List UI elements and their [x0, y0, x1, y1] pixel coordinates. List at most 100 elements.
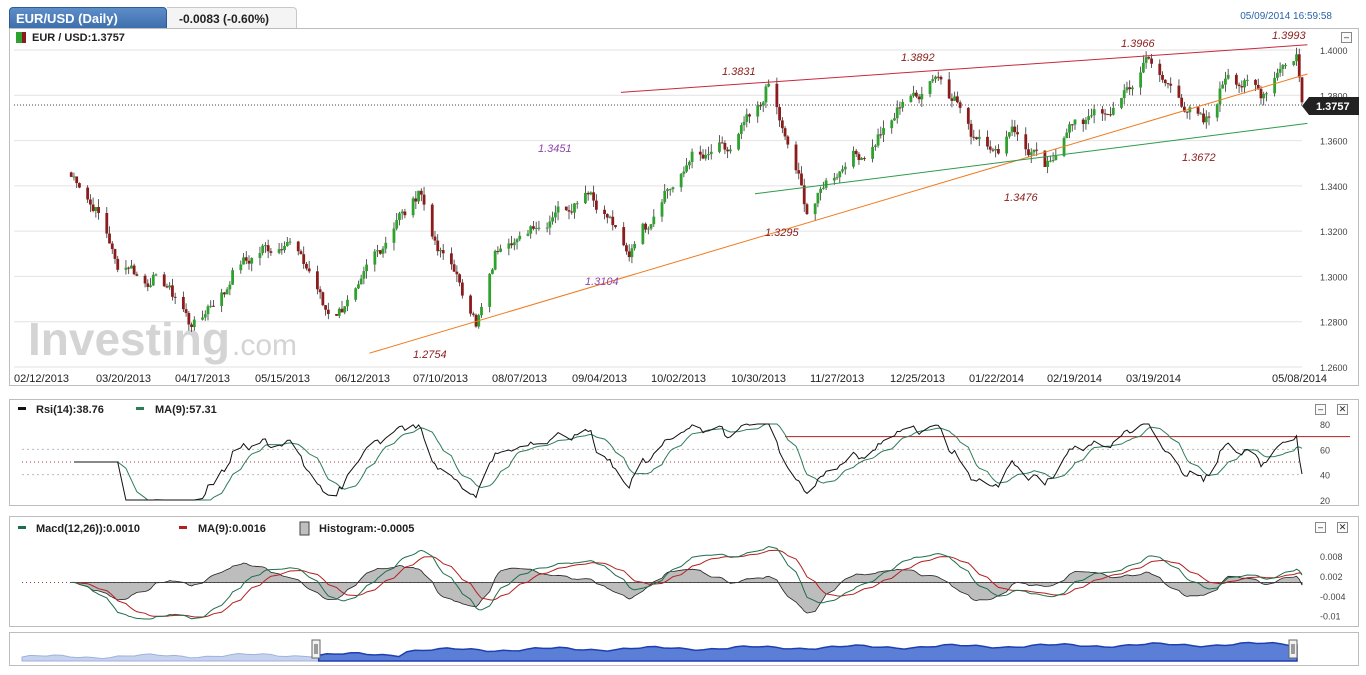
- candle: [1081, 117, 1085, 132]
- candle: [190, 322, 193, 332]
- x-tick-label: 02/12/2013: [14, 373, 69, 385]
- candle: [778, 103, 782, 127]
- candle: [1068, 121, 1071, 139]
- candle: [518, 231, 522, 242]
- candle: [622, 222, 626, 247]
- x-tick-label: 04/17/2013: [175, 373, 230, 385]
- candle: [575, 200, 579, 209]
- close-button[interactable]: ✕: [1337, 522, 1348, 533]
- candle: [1177, 79, 1181, 99]
- candle: [603, 205, 606, 220]
- navigator-history-area: [21, 652, 320, 662]
- candle: [679, 172, 683, 192]
- candle: [411, 196, 415, 218]
- price-annotation: 1.3831: [722, 66, 756, 78]
- macd-tick-label: 0.002: [1320, 572, 1343, 582]
- macd-legend-swatch: [18, 526, 26, 529]
- macd-ma-line: [71, 549, 1303, 618]
- price-annotation: 1.3892: [901, 52, 935, 64]
- candle: [1141, 55, 1145, 74]
- candle: [124, 260, 128, 275]
- candle: [1163, 79, 1167, 87]
- candle: [403, 208, 407, 219]
- candle: [1265, 91, 1268, 102]
- candle: [209, 300, 213, 308]
- candle: [493, 249, 497, 271]
- candle: [1122, 84, 1126, 105]
- candle: [594, 194, 598, 214]
- candle: [701, 149, 705, 160]
- candle: [162, 271, 166, 288]
- candle: [75, 176, 79, 189]
- candle: [805, 202, 809, 216]
- rsi-ma-line: [74, 423, 1303, 501]
- candle: [220, 288, 224, 313]
- candle: [756, 101, 760, 123]
- macd-tick-label: -0.004: [1320, 592, 1346, 602]
- candle: [1029, 148, 1033, 164]
- x-tick-label: 02/19/2014: [1047, 373, 1102, 385]
- candle: [936, 71, 940, 82]
- candle: [343, 306, 347, 315]
- candle: [972, 129, 976, 141]
- candle: [564, 206, 568, 211]
- candle: [663, 184, 667, 204]
- candle: [116, 255, 120, 273]
- candle: [127, 266, 131, 274]
- candle: [852, 146, 855, 169]
- candle: [532, 221, 535, 231]
- navigator-chart[interactable]: [0, 630, 1366, 670]
- candle: [247, 255, 251, 270]
- candle: [419, 188, 423, 202]
- close-button[interactable]: ✕: [1337, 404, 1348, 415]
- candle: [378, 250, 382, 255]
- minimize-button[interactable]: –: [1315, 522, 1326, 533]
- minimize-button[interactable]: –: [1315, 404, 1326, 415]
- candle: [649, 224, 653, 231]
- x-tick-label: 07/10/2013: [413, 373, 468, 385]
- candle: [739, 122, 743, 140]
- candle: [1070, 124, 1074, 132]
- rsi-tick-label: 20: [1320, 496, 1330, 506]
- candle: [567, 205, 571, 220]
- candle: [1125, 81, 1129, 93]
- candle: [843, 162, 847, 175]
- candle: [288, 237, 292, 246]
- rsi-line: [74, 423, 1303, 501]
- candle: [1295, 47, 1298, 66]
- candle: [269, 247, 273, 256]
- rsi-tick-label: 40: [1320, 471, 1330, 481]
- candle: [474, 313, 478, 328]
- candle: [242, 252, 245, 265]
- candle: [181, 291, 185, 313]
- x-tick-label: 12/25/2013: [890, 373, 945, 385]
- candle: [608, 215, 612, 219]
- candle: [340, 300, 344, 313]
- candle: [335, 313, 338, 316]
- macd-tick-label: 0.008: [1320, 552, 1343, 562]
- candle: [709, 144, 713, 160]
- histogram-legend-swatch: [299, 521, 310, 536]
- navigator-right-handle[interactable]: [1288, 639, 1298, 659]
- candle: [1180, 94, 1184, 108]
- candle: [244, 251, 248, 265]
- navigator-left-handle[interactable]: [311, 639, 321, 659]
- candle: [154, 273, 158, 276]
- candle: [1035, 142, 1039, 156]
- candle: [704, 149, 708, 161]
- price-annotation: 1.3993: [1272, 30, 1307, 42]
- candle: [726, 146, 730, 159]
- candle: [192, 316, 196, 331]
- candle: [491, 268, 494, 275]
- candle: [305, 261, 308, 271]
- candle: [1065, 128, 1069, 139]
- candle: [816, 192, 820, 208]
- minimize-button[interactable]: –: [1341, 32, 1352, 43]
- candle: [105, 207, 109, 239]
- candle: [548, 215, 552, 235]
- candle: [1245, 74, 1249, 87]
- candle: [589, 191, 593, 196]
- candle: [813, 203, 817, 221]
- candle: [187, 311, 191, 331]
- candle: [551, 211, 554, 225]
